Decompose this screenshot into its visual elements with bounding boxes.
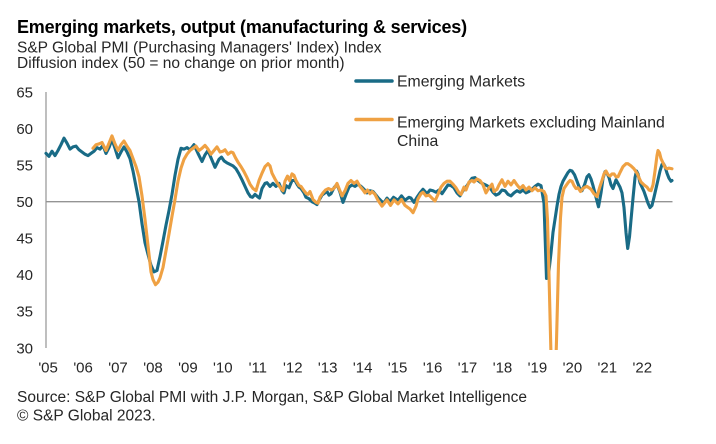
svg-text:'22: '22 bbox=[633, 360, 653, 377]
svg-text:Emerging Markets: Emerging Markets bbox=[397, 74, 525, 91]
svg-text:China: China bbox=[397, 133, 438, 150]
svg-text:'17: '17 bbox=[458, 360, 478, 377]
svg-text:55: 55 bbox=[16, 157, 33, 174]
svg-text:'08: '08 bbox=[143, 360, 163, 377]
svg-text:'12: '12 bbox=[283, 360, 303, 377]
svg-text:'21: '21 bbox=[598, 360, 618, 377]
svg-text:'18: '18 bbox=[493, 360, 513, 377]
svg-text:Emerging Markets excluding Mai: Emerging Markets excluding Mainland bbox=[397, 115, 665, 132]
svg-text:'07: '07 bbox=[108, 360, 128, 377]
svg-text:30: 30 bbox=[16, 340, 33, 357]
svg-text:65: 65 bbox=[16, 84, 33, 101]
svg-text:Source: S&P Global PMI with J.: Source: S&P Global PMI with J.P. Morgan,… bbox=[17, 389, 527, 406]
svg-text:50: 50 bbox=[16, 194, 33, 211]
svg-text:'11: '11 bbox=[249, 360, 267, 377]
svg-text:45: 45 bbox=[16, 231, 33, 248]
svg-text:'19: '19 bbox=[528, 360, 548, 377]
svg-text:'14: '14 bbox=[353, 360, 373, 377]
svg-text:© S&P Global 2023.: © S&P Global 2023. bbox=[17, 408, 156, 425]
svg-text:Emerging markets, output (manu: Emerging markets, output (manufacturing … bbox=[17, 17, 467, 37]
svg-text:'10: '10 bbox=[213, 360, 233, 377]
svg-text:'09: '09 bbox=[178, 360, 198, 377]
svg-text:'13: '13 bbox=[318, 360, 338, 377]
svg-text:35: 35 bbox=[16, 304, 33, 321]
svg-text:40: 40 bbox=[16, 267, 33, 284]
svg-text:60: 60 bbox=[16, 121, 33, 138]
svg-text:'15: '15 bbox=[388, 360, 408, 377]
svg-text:S&P Global PMI (Purchasing Man: S&P Global PMI (Purchasing Managers' Ind… bbox=[17, 40, 382, 57]
svg-text:'16: '16 bbox=[423, 360, 443, 377]
svg-text:Diffusion index (50 = no chang: Diffusion index (50 = no change on prior… bbox=[17, 55, 345, 72]
svg-text:'05: '05 bbox=[38, 360, 58, 377]
svg-text:'06: '06 bbox=[73, 360, 93, 377]
svg-text:'20: '20 bbox=[563, 360, 583, 377]
